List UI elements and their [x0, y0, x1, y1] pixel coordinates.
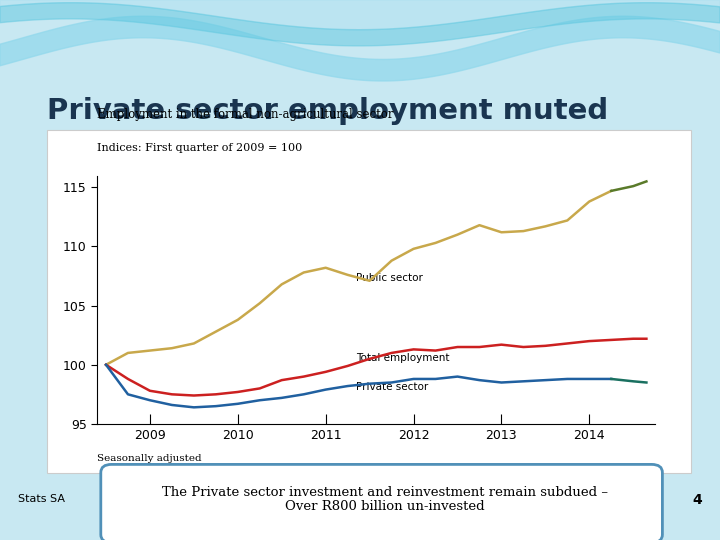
FancyBboxPatch shape — [47, 130, 691, 472]
Text: Stats SA: Stats SA — [18, 495, 65, 504]
Text: 4: 4 — [692, 492, 702, 507]
Text: Public sector: Public sector — [356, 273, 423, 284]
Text: Private sector: Private sector — [356, 382, 428, 392]
FancyBboxPatch shape — [101, 464, 662, 540]
Text: Employment in the formal non-agricultural sector: Employment in the formal non-agricultura… — [97, 108, 394, 121]
Text: Total employment: Total employment — [356, 353, 450, 363]
Text: Seasonally adjusted: Seasonally adjusted — [97, 454, 202, 463]
Text: Indices: First quarter of 2009 = 100: Indices: First quarter of 2009 = 100 — [97, 143, 302, 153]
Text: The Private sector investment and reinvestment remain subdued –
Over R800 billio: The Private sector investment and reinve… — [162, 485, 608, 514]
Text: Private sector employment muted: Private sector employment muted — [47, 97, 608, 125]
